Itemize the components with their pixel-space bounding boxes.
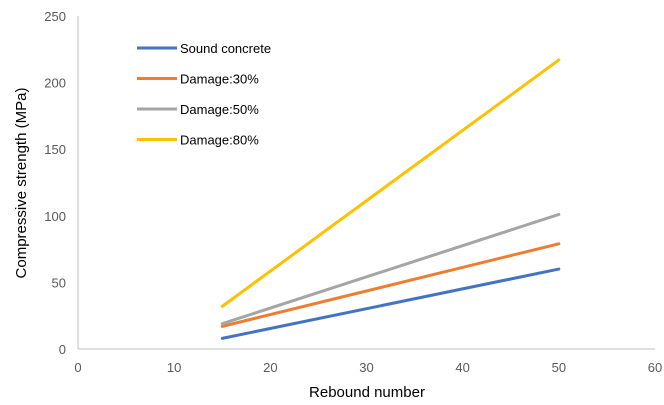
- legend-label: Sound concrete: [180, 41, 271, 56]
- y-tick-label: 50: [52, 275, 66, 290]
- y-tick-label: 250: [44, 9, 66, 24]
- x-tick-label: 60: [648, 360, 662, 375]
- x-tick-label: 10: [167, 360, 181, 375]
- series-line: [220, 267, 561, 340]
- legend-label: Damage:80%: [180, 133, 259, 148]
- y-tick-labels: 0 50 100 150 200 250: [44, 9, 66, 357]
- x-tick-label: 30: [359, 360, 373, 375]
- x-tick-label: 50: [552, 360, 566, 375]
- y-tick-label: 0: [59, 342, 66, 357]
- legend-label: Damage:50%: [180, 102, 259, 117]
- x-tick-label: 40: [455, 360, 469, 375]
- y-tick-label: 100: [44, 209, 66, 224]
- series-line: [220, 58, 561, 308]
- x-tick-label: 20: [263, 360, 277, 375]
- legend: Sound concrete Damage:30% Damage:50% Damage…: [137, 41, 271, 148]
- series-lines: [220, 58, 561, 340]
- x-tick-label: 0: [74, 360, 81, 375]
- axes: [77, 16, 655, 350]
- y-tick-label: 150: [44, 142, 66, 157]
- legend-label: Damage:30%: [180, 72, 259, 87]
- series-line: [220, 242, 561, 328]
- y-tick-label: 200: [44, 76, 66, 91]
- x-axis-label: Rebound number: [309, 384, 425, 401]
- y-axis-label: Compressive strength (MPa): [13, 88, 30, 279]
- series-line: [220, 212, 561, 326]
- x-tick-labels: 0 10 20 30 40 50 60: [74, 360, 662, 375]
